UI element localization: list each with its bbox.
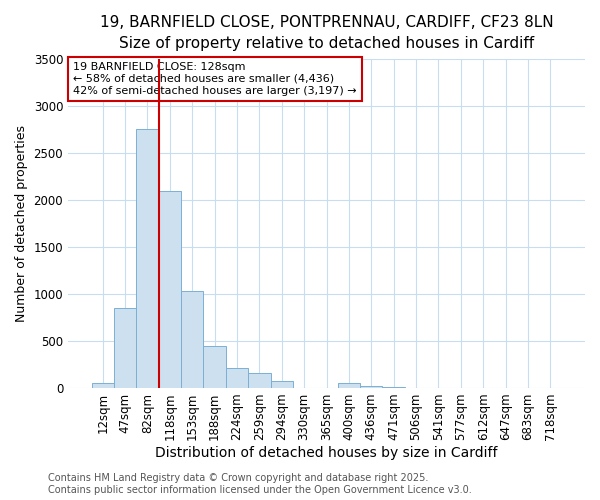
Bar [114, 308, 136, 388]
Bar [92, 383, 114, 388]
Bar [360, 386, 382, 388]
Bar [271, 382, 293, 388]
Bar [181, 291, 203, 388]
Bar [382, 387, 405, 388]
Bar [203, 346, 226, 388]
Bar [158, 190, 181, 388]
Bar [136, 128, 158, 388]
Bar [338, 383, 360, 388]
X-axis label: Distribution of detached houses by size in Cardiff: Distribution of detached houses by size … [155, 446, 498, 460]
Y-axis label: Number of detached properties: Number of detached properties [15, 125, 28, 322]
Bar [226, 368, 248, 388]
Text: Contains HM Land Registry data © Crown copyright and database right 2025.
Contai: Contains HM Land Registry data © Crown c… [48, 474, 472, 495]
Title: 19, BARNFIELD CLOSE, PONTPRENNAU, CARDIFF, CF23 8LN
Size of property relative to: 19, BARNFIELD CLOSE, PONTPRENNAU, CARDIF… [100, 15, 553, 51]
Bar [248, 374, 271, 388]
Text: 19 BARNFIELD CLOSE: 128sqm
← 58% of detached houses are smaller (4,436)
42% of s: 19 BARNFIELD CLOSE: 128sqm ← 58% of deta… [73, 62, 357, 96]
